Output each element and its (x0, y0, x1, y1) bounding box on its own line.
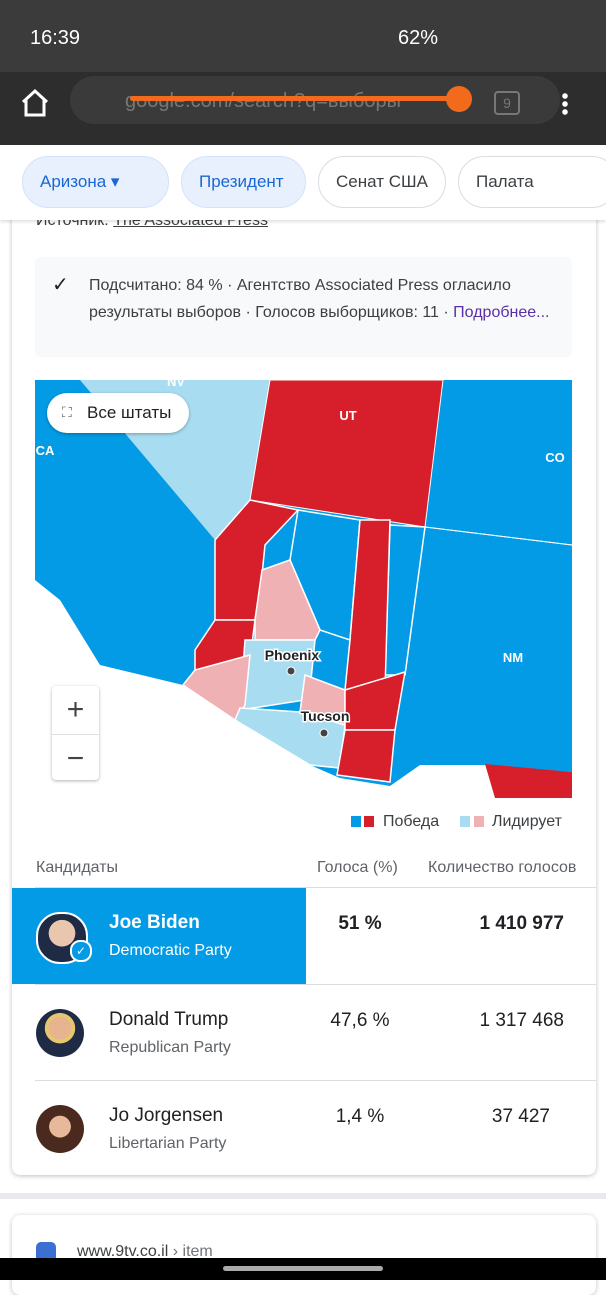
map-shape (286, 666, 296, 676)
vote-percent: 1,4 % (335, 1106, 385, 1127)
zoom-out[interactable]: − (52, 734, 99, 782)
all-states-button[interactable]: Все штаты (47, 393, 190, 433)
menu[interactable] (562, 92, 568, 116)
candidate-party: Libertarian Party (109, 1135, 227, 1152)
legend-label: Победа (383, 813, 440, 830)
url: google.com/search?q=выборы (125, 90, 401, 112)
map-shape (424, 526, 572, 546)
map-shape (485, 764, 572, 798)
map-shape (21, 88, 49, 117)
state-label: NM (503, 650, 523, 665)
map-shape (35, 580, 572, 798)
notice-link[interactable]: Подробнее... (453, 304, 550, 321)
map-shape (249, 380, 444, 528)
city-label: Tucson (301, 708, 350, 724)
legend-swatch (474, 816, 484, 827)
legend-swatch (364, 816, 374, 827)
expand-icon: ⛶ (62, 404, 72, 420)
filter-chip[interactable]: Аризона ▾ (22, 156, 169, 208)
legend-swatch (351, 816, 361, 827)
slider-knob (446, 86, 472, 112)
candidate-name: Jo Jorgensen (109, 1105, 224, 1126)
winner-check: ✓ (70, 940, 92, 962)
divider (35, 984, 596, 985)
legend-label: Лидирует (492, 813, 562, 830)
table-header: Голоса (%) (317, 859, 398, 876)
result-url: www.9tv.co.il › item (77, 1243, 213, 1261)
zoom-controls (52, 686, 99, 780)
candidate-name: Donald Trump (109, 1009, 229, 1030)
filter-chip[interactable]: Палата предста (458, 156, 606, 208)
state-label: NV (167, 380, 185, 389)
vote-percent: 47,6 % (330, 1010, 390, 1031)
site-icon (36, 1242, 56, 1262)
vote-count: 1 410 977 (479, 913, 564, 934)
candidate-name: Joe Biden (109, 912, 200, 933)
zoom-in[interactable]: + (66, 693, 85, 726)
battery: 62% (398, 27, 439, 49)
section-divider (0, 1193, 606, 1199)
candidate-party: Democratic Party (109, 942, 232, 959)
map-shape (181, 499, 426, 783)
legend-swatch (460, 816, 470, 827)
avatar (36, 1105, 84, 1153)
home-button[interactable] (20, 88, 50, 118)
state-label: UT (339, 408, 356, 423)
notice-text: Подсчитано: 84 % · Агентство Associated … (89, 277, 511, 321)
result-path: › item (172, 1243, 213, 1260)
chip-label: Аризона (40, 172, 107, 191)
volume-slider (130, 96, 460, 101)
state-label: CA (36, 443, 55, 458)
map-shape (319, 728, 329, 738)
map-shape (181, 653, 251, 722)
map-shape (336, 729, 396, 783)
avatar (36, 1009, 84, 1057)
vote-count: 1 317 468 (479, 1010, 564, 1031)
status-bar (0, 0, 606, 72)
map: NV UT CA CO NM Phoenix Tucson (35, 380, 572, 798)
vote-percent: 51 % (338, 913, 382, 934)
state-label: CO (545, 450, 565, 465)
result-site: www.9tv.co.il (77, 1243, 169, 1260)
city-label: Phoenix (265, 647, 320, 663)
filter-chip[interactable]: Президент (181, 156, 306, 208)
home-indicator[interactable] (223, 1266, 383, 1271)
time: 16:39 (30, 27, 81, 49)
map-shape (289, 509, 361, 642)
divider (35, 1080, 596, 1081)
tab-count[interactable]: 9 (494, 91, 520, 115)
table-header: Количество голосов (428, 859, 577, 876)
check-icon: ✓ (52, 274, 69, 296)
vote-count: 37 427 (491, 1106, 550, 1127)
notice-box (35, 257, 572, 357)
divider (35, 887, 596, 888)
notice: Подсчитано: 84 % · Агентство Associated … (89, 272, 564, 326)
table-header: Кандидаты (36, 859, 119, 876)
filter-chip[interactable]: Сенат США (318, 156, 446, 208)
candidate-party: Republican Party (109, 1039, 231, 1056)
